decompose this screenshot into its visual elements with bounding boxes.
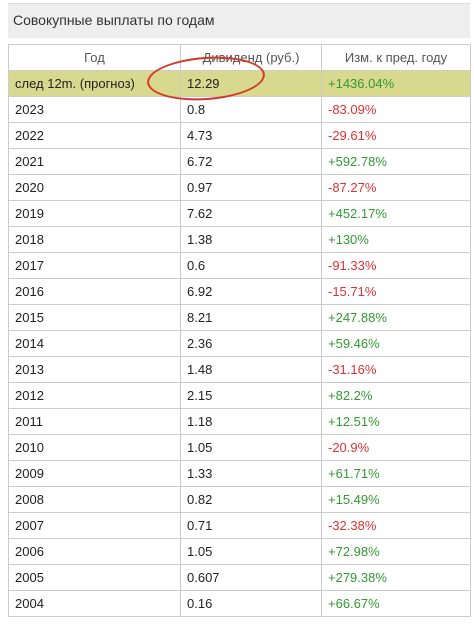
table-row: 2022 4.73 -29.61% xyxy=(8,122,471,149)
table-row: 2014 2.36 +59.46% xyxy=(8,330,471,357)
change-cell: +61.71% xyxy=(321,460,471,487)
change-cell: +72.98% xyxy=(321,538,471,565)
dividend-cell: 8.21 xyxy=(180,304,322,331)
change-cell: -91.33% xyxy=(321,252,471,279)
table-row: 2016 6.92 -15.71% xyxy=(8,278,471,305)
dividend-cell: 12.29 xyxy=(180,70,322,97)
dividend-cell: 0.82 xyxy=(180,486,322,513)
column-header-change[interactable]: Изм. к пред. году xyxy=(321,44,471,71)
table-row: 2011 1.18 +12.51% xyxy=(8,408,471,435)
table-row: 2023 0.8 -83.09% xyxy=(8,96,471,123)
dividend-cell: 2.15 xyxy=(180,382,322,409)
table-row: 2013 1.48 -31.16% xyxy=(8,356,471,383)
year-cell: 2017 xyxy=(8,252,181,279)
year-cell: 2004 xyxy=(8,590,181,617)
table-row: 2021 6.72 +592.78% xyxy=(8,148,471,175)
dividend-cell: 1.38 xyxy=(180,226,322,253)
table-row: 2005 0.607 +279.38% xyxy=(8,564,471,591)
year-cell: 2012 xyxy=(8,382,181,409)
year-cell: 2014 xyxy=(8,330,181,357)
dividend-table: Год Дивиденд (руб.) Изм. к пред. году сл… xyxy=(8,44,471,617)
year-cell: 2020 xyxy=(8,174,181,201)
change-cell: -29.61% xyxy=(321,122,471,149)
table-row: 2020 0.97 -87.27% xyxy=(8,174,471,201)
change-cell: +59.46% xyxy=(321,330,471,357)
year-cell: 2015 xyxy=(8,304,181,331)
dividend-cell: 1.05 xyxy=(180,434,322,461)
change-cell: +130% xyxy=(321,226,471,253)
year-cell: след 12m. (прогноз) xyxy=(8,70,181,97)
dividend-cell: 0.71 xyxy=(180,512,322,539)
dividend-cell: 0.8 xyxy=(180,96,322,123)
year-cell: 2018 xyxy=(8,226,181,253)
dividend-cell: 1.48 xyxy=(180,356,322,383)
change-cell: -32.38% xyxy=(321,512,471,539)
dividend-cell: 1.33 xyxy=(180,460,322,487)
change-cell: -31.16% xyxy=(321,356,471,383)
change-cell: -20.9% xyxy=(321,434,471,461)
dividend-cell: 0.97 xyxy=(180,174,322,201)
change-cell: +12.51% xyxy=(321,408,471,435)
table-row: 2018 1.38 +130% xyxy=(8,226,471,253)
dividend-cell: 6.72 xyxy=(180,148,322,175)
panel-header: Совокупные выплаты по годам xyxy=(8,3,470,38)
table-row: 2015 8.21 +247.88% xyxy=(8,304,471,331)
table-row: 2007 0.71 -32.38% xyxy=(8,512,471,539)
dividend-cell: 6.92 xyxy=(180,278,322,305)
change-cell: +82.2% xyxy=(321,382,471,409)
panel-title: Совокупные выплаты по годам xyxy=(13,12,215,28)
header-row: Год Дивиденд (руб.) Изм. к пред. году xyxy=(8,44,471,71)
change-cell: -87.27% xyxy=(321,174,471,201)
year-cell: 2010 xyxy=(8,434,181,461)
year-cell: 2007 xyxy=(8,512,181,539)
dividend-cell: 0.6 xyxy=(180,252,322,279)
table-row: 2010 1.05 -20.9% xyxy=(8,434,471,461)
dividend-cell: 1.18 xyxy=(180,408,322,435)
year-cell: 2008 xyxy=(8,486,181,513)
dividend-cell: 7.62 xyxy=(180,200,322,227)
year-cell: 2013 xyxy=(8,356,181,383)
change-cell: +452.17% xyxy=(321,200,471,227)
table-header: Год Дивиденд (руб.) Изм. к пред. году xyxy=(8,44,471,71)
table-row: 2009 1.33 +61.71% xyxy=(8,460,471,487)
year-cell: 2009 xyxy=(8,460,181,487)
table-row: 2019 7.62 +452.17% xyxy=(8,200,471,227)
dividend-cell: 4.73 xyxy=(180,122,322,149)
change-cell: +279.38% xyxy=(321,564,471,591)
year-cell: 2016 xyxy=(8,278,181,305)
table-body: след 12m. (прогноз) 12.29 +1436.04% 2023 0.8… xyxy=(8,70,471,617)
year-cell: 2011 xyxy=(8,408,181,435)
dividend-cell: 2.36 xyxy=(180,330,322,357)
year-cell: 2021 xyxy=(8,148,181,175)
change-cell: -83.09% xyxy=(321,96,471,123)
change-cell: +66.67% xyxy=(321,590,471,617)
year-cell: 2019 xyxy=(8,200,181,227)
table-row: 2008 0.82 +15.49% xyxy=(8,486,471,513)
year-cell: 2006 xyxy=(8,538,181,565)
year-cell: 2023 xyxy=(8,96,181,123)
change-cell: -15.71% xyxy=(321,278,471,305)
year-cell: 2022 xyxy=(8,122,181,149)
change-cell: +247.88% xyxy=(321,304,471,331)
dividend-cell: 1.05 xyxy=(180,538,322,565)
column-header-dividend[interactable]: Дивиденд (руб.) xyxy=(180,44,322,71)
table-row: 2006 1.05 +72.98% xyxy=(8,538,471,565)
change-cell: +1436.04% xyxy=(321,70,471,97)
table-row: 2012 2.15 +82.2% xyxy=(8,382,471,409)
column-header-year[interactable]: Год xyxy=(8,44,181,71)
table-row: 2017 0.6 -91.33% xyxy=(8,252,471,279)
year-cell: 2005 xyxy=(8,564,181,591)
table-row: 2004 0.16 +66.67% xyxy=(8,590,471,617)
dividend-cell: 0.16 xyxy=(180,590,322,617)
dividend-cell: 0.607 xyxy=(180,564,322,591)
forecast-row: след 12m. (прогноз) 12.29 +1436.04% xyxy=(8,70,471,97)
change-cell: +592.78% xyxy=(321,148,471,175)
change-cell: +15.49% xyxy=(321,486,471,513)
